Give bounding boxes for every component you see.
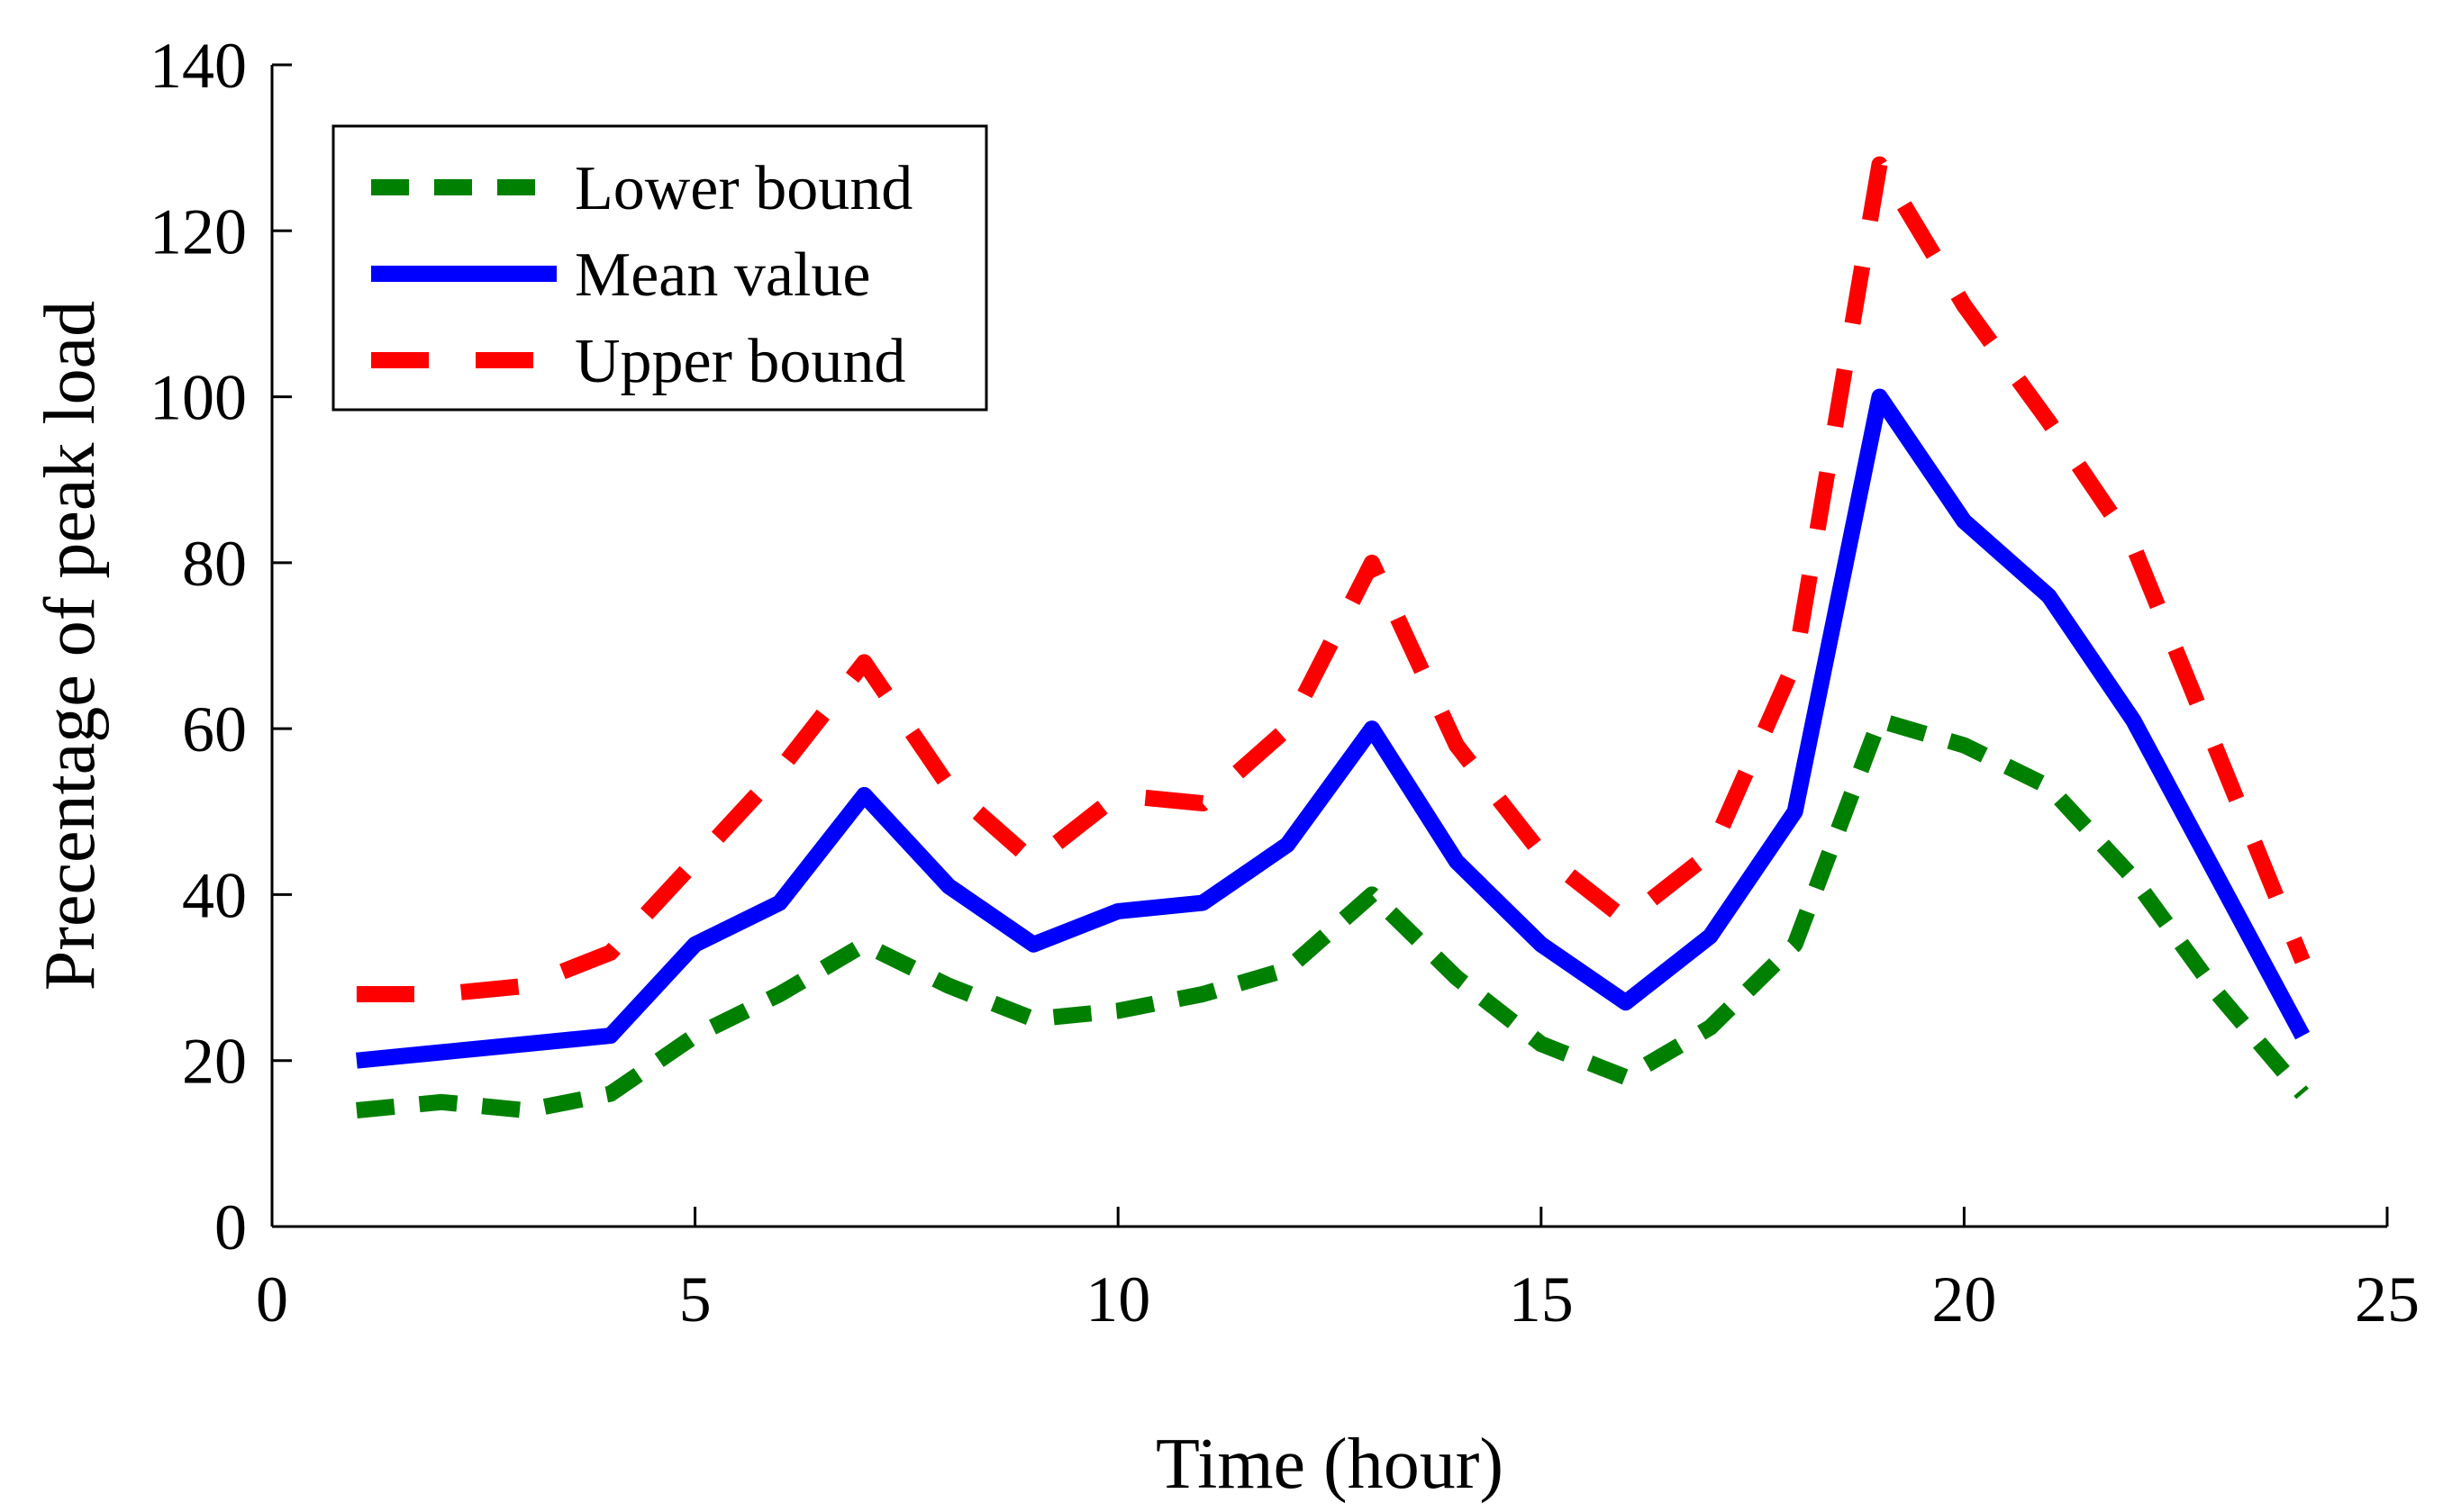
data-point-upper-bound — [1710, 852, 1712, 854]
x-tick-label: 20 — [1931, 1263, 1996, 1335]
x-axis-title: Time (hour) — [1156, 1425, 1503, 1504]
y-tick-label: 60 — [182, 693, 247, 765]
data-point-lower-bound — [1117, 1010, 1119, 1011]
data-point-lower-bound — [1371, 893, 1373, 895]
data-point-lower-bound — [2302, 1093, 2303, 1095]
series-line-mean-value — [356, 388, 2311, 1069]
data-point-upper-bound — [610, 952, 612, 954]
data-point-upper-bound — [2132, 545, 2134, 547]
data-point-mean-value — [863, 794, 865, 796]
data-point-mean-value — [2302, 1035, 2303, 1037]
data-point-mean-value — [2132, 720, 2134, 721]
data-point-mean-value — [1540, 944, 1542, 946]
data-point-lower-bound — [356, 1109, 358, 1111]
data-point-lower-bound — [1456, 977, 1458, 979]
data-point-mean-value — [1710, 936, 1712, 937]
data-point-mean-value — [525, 1043, 527, 1045]
legend-label-mean-value: Mean value — [575, 240, 870, 310]
data-point-mean-value — [1202, 902, 1203, 904]
data-point-mean-value — [2048, 595, 2049, 597]
data-point-upper-bound — [948, 786, 949, 788]
data-point-mean-value — [356, 1060, 358, 1062]
data-point-upper-bound — [440, 993, 442, 995]
y-tick-label: 120 — [150, 195, 247, 267]
data-point-mean-value — [1117, 910, 1119, 912]
data-point-lower-bound — [1794, 944, 1796, 946]
data-point-upper-bound — [2048, 421, 2049, 422]
data-point-lower-bound — [1878, 720, 1880, 721]
axes: 0 5 10 15 20 25 0 20 40 60 80 100 120 140 — [150, 30, 2420, 1335]
data-point-upper-bound — [695, 861, 696, 863]
data-point-upper-bound — [1540, 852, 1542, 854]
legend-label-lower-bound: Lower bound — [575, 154, 913, 223]
data-point-lower-bound — [1286, 968, 1288, 970]
data-point-upper-bound — [2217, 753, 2219, 755]
data-point-lower-bound — [1540, 1043, 1542, 1045]
y-tick-label: 20 — [182, 1026, 247, 1098]
data-point-mean-value — [1794, 810, 1796, 812]
data-point-lower-bound — [1963, 745, 1965, 747]
y-tick-label: 0 — [214, 1191, 247, 1263]
data-point-mean-value — [1286, 844, 1288, 846]
data-point-lower-bound — [2217, 993, 2219, 995]
data-point-mean-value — [1625, 1001, 1627, 1003]
data-point-mean-value — [695, 944, 696, 946]
data-point-lower-bound — [948, 985, 949, 987]
data-point-upper-bound — [779, 769, 781, 771]
x-tick-label: 25 — [2355, 1263, 2420, 1335]
data-point-upper-bound — [1456, 745, 1458, 747]
data-point-lower-bound — [2132, 877, 2134, 879]
data-point-upper-bound — [1371, 562, 1373, 564]
data-point-lower-bound — [525, 1109, 527, 1111]
data-point-upper-bound — [525, 985, 527, 987]
x-tick-label: 0 — [256, 1263, 288, 1335]
data-point-lower-bound — [779, 993, 781, 995]
data-point-lower-bound — [610, 1093, 612, 1095]
data-point-mean-value — [779, 902, 781, 904]
x-tick-label: 5 — [679, 1263, 712, 1335]
y-tick-label: 80 — [182, 528, 247, 600]
data-point-lower-bound — [1032, 1019, 1034, 1020]
y-tick-label: 100 — [150, 362, 247, 434]
data-point-upper-bound — [1625, 919, 1627, 920]
data-point-upper-bound — [863, 661, 865, 663]
x-tick-label: 15 — [1509, 1263, 1574, 1335]
y-tick-label: 40 — [182, 859, 247, 931]
data-point-mean-value — [1878, 396, 1880, 398]
series-line-upper-bound — [356, 156, 2311, 1002]
data-point-mean-value — [1963, 521, 1965, 522]
data-point-lower-bound — [1625, 1076, 1627, 1078]
data-point-upper-bound — [1202, 802, 1203, 804]
data-point-mean-value — [1371, 728, 1373, 729]
legend: Lower bound Mean value Upper bound — [331, 124, 988, 412]
data-point-mean-value — [948, 885, 949, 887]
legend-label-upper-bound: Upper bound — [575, 327, 905, 396]
data-point-lower-bound — [695, 1035, 696, 1037]
data-point-lower-bound — [440, 1101, 442, 1103]
data-point-upper-bound — [1878, 164, 1880, 166]
data-point-upper-bound — [1963, 304, 1965, 306]
data-point-upper-bound — [2302, 960, 2303, 962]
data-point-mean-value — [440, 1052, 442, 1054]
data-point-lower-bound — [1202, 993, 1203, 995]
data-point-mean-value — [2217, 877, 2219, 879]
plot-series — [356, 156, 2311, 1118]
data-point-lower-bound — [863, 944, 865, 946]
data-point-upper-bound — [1794, 661, 1796, 663]
data-point-mean-value — [1456, 861, 1458, 863]
data-point-lower-bound — [1710, 1027, 1712, 1028]
data-point-upper-bound — [356, 993, 358, 995]
y-axis-title: Precentage of peak load — [31, 301, 110, 991]
data-point-mean-value — [1032, 944, 1034, 946]
data-point-upper-bound — [1117, 794, 1119, 796]
data-point-mean-value — [610, 1035, 612, 1037]
data-point-lower-bound — [2048, 786, 2049, 788]
data-point-upper-bound — [1286, 728, 1288, 729]
x-tick-label: 10 — [1085, 1263, 1150, 1335]
y-tick-label: 140 — [150, 30, 247, 102]
data-point-upper-bound — [1032, 861, 1034, 863]
series-line-lower-bound — [356, 711, 2309, 1118]
